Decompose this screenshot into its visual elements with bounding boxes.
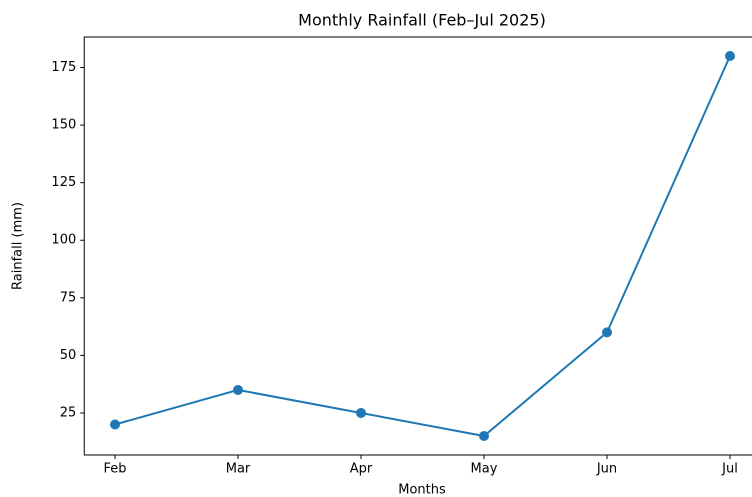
- line: [114, 55, 731, 438]
- x-axis-label: Months: [398, 483, 446, 497]
- point: [356, 407, 366, 418]
- chart-title: Monthly Rainfall (Feb–Jul 2025): [298, 11, 546, 30]
- point: [233, 384, 243, 395]
- y-tick-label: 175: [51, 60, 76, 75]
- y-tick-label: 75: [60, 290, 77, 305]
- y-tick-label: 25: [60, 405, 77, 420]
- y-tick-label: 150: [51, 118, 76, 133]
- y-tick-label: 125: [51, 175, 76, 190]
- x-tick-label: Jul: [721, 462, 738, 477]
- point: [725, 51, 735, 61]
- y-tick-label: 50: [60, 348, 77, 363]
- x-tick-label: Feb: [103, 462, 126, 477]
- point: [479, 431, 489, 441]
- x-tick-label: Jun: [596, 462, 617, 477]
- point: [110, 419, 120, 430]
- point: [602, 327, 612, 338]
- x-tick-label: May: [471, 462, 498, 477]
- y-axis-label: Rainfall (mm): [11, 202, 26, 290]
- y-tick-label: 100: [51, 233, 76, 248]
- x-tick-label: Mar: [226, 462, 251, 477]
- x-tick-label: Apr: [350, 462, 373, 477]
- plot-frame: [83, 36, 752, 456]
